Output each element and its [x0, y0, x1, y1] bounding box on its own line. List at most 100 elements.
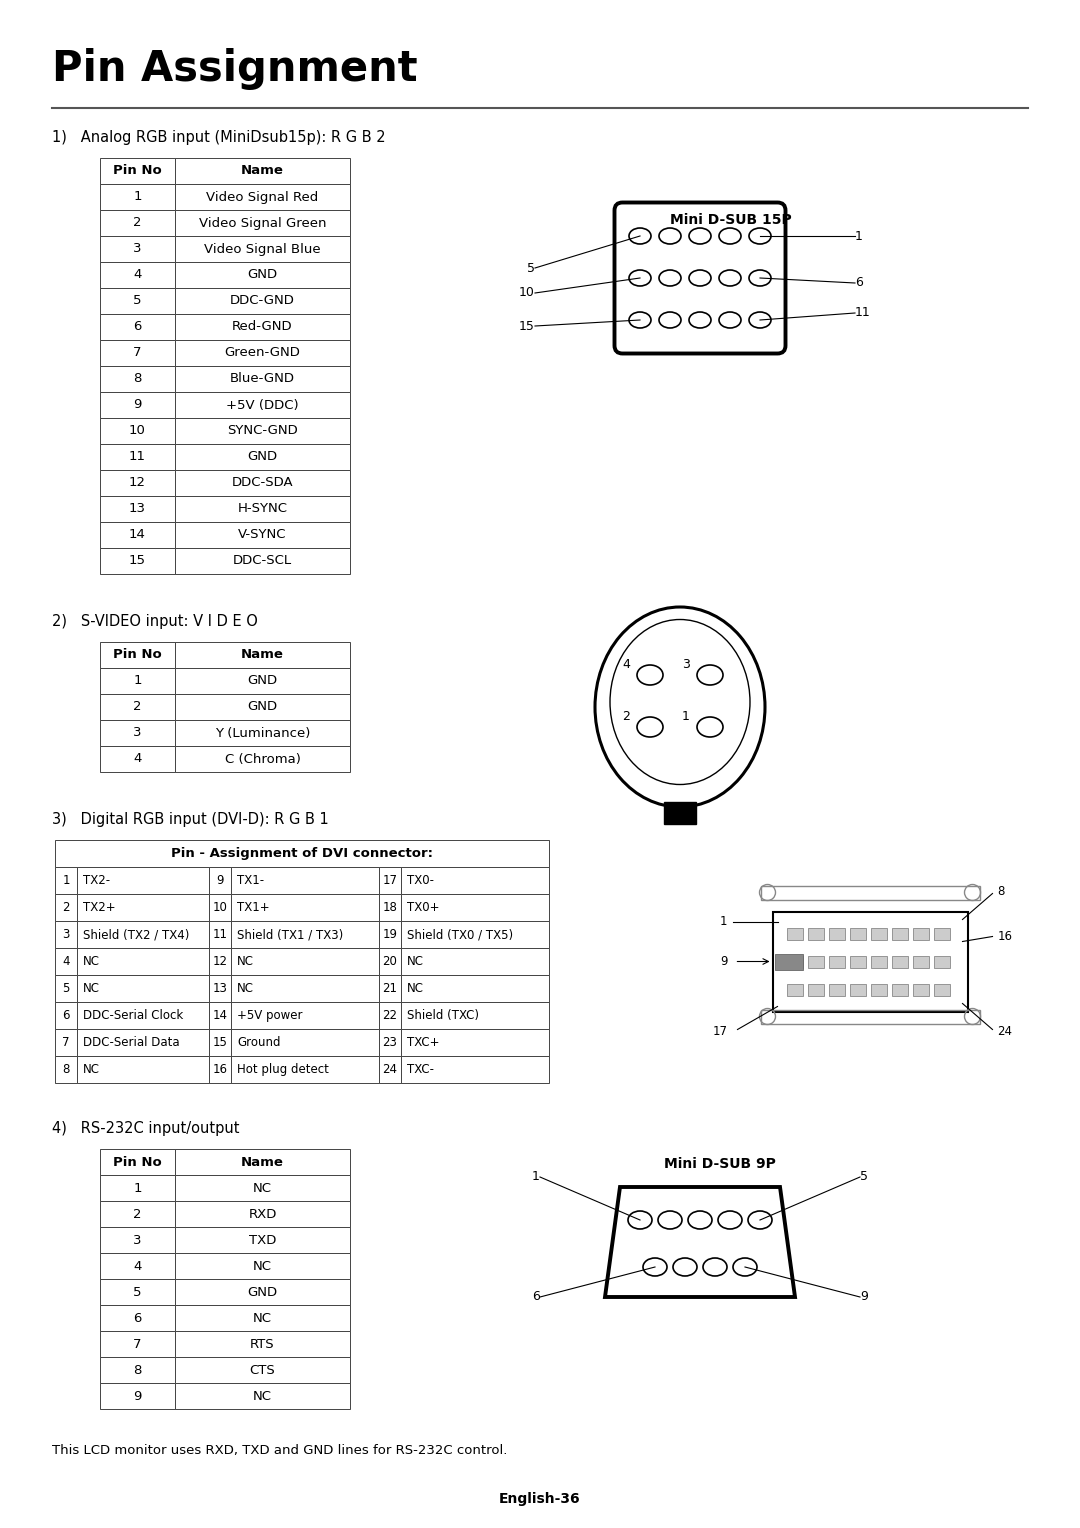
Text: 8: 8: [133, 373, 141, 385]
Bar: [55, 894, 77, 921]
Text: 13: 13: [129, 503, 146, 515]
Bar: [100, 419, 175, 445]
Bar: [808, 984, 824, 996]
Bar: [100, 746, 175, 772]
Bar: [175, 497, 350, 523]
Text: 2: 2: [133, 1207, 141, 1221]
Bar: [175, 393, 350, 419]
Text: 15: 15: [519, 319, 535, 333]
Bar: [100, 313, 175, 341]
Bar: [934, 927, 950, 940]
Text: V-SYNC: V-SYNC: [239, 529, 287, 541]
Text: Blue-GND: Blue-GND: [230, 373, 295, 385]
Bar: [892, 984, 908, 996]
Text: 17: 17: [382, 874, 397, 886]
Text: Mini D-SUB 15P: Mini D-SUB 15P: [670, 212, 792, 228]
Bar: [175, 1357, 350, 1383]
Text: 7: 7: [133, 1337, 141, 1351]
Text: 23: 23: [382, 1036, 397, 1050]
Text: NC: NC: [83, 1063, 100, 1076]
Text: NC: NC: [253, 1389, 272, 1403]
Bar: [100, 642, 175, 668]
Text: 17: 17: [713, 1025, 728, 1038]
Bar: [175, 549, 350, 575]
Text: 5: 5: [133, 1285, 141, 1299]
Text: 16: 16: [998, 931, 1013, 943]
Bar: [100, 1149, 175, 1175]
Text: 8: 8: [998, 885, 1004, 898]
Text: DDC-SDA: DDC-SDA: [232, 477, 294, 489]
Bar: [175, 1227, 350, 1253]
Text: 12: 12: [213, 955, 228, 969]
Text: 16: 16: [213, 1063, 228, 1076]
Text: TX0+: TX0+: [407, 902, 440, 914]
Text: 4: 4: [63, 955, 70, 969]
Bar: [100, 1331, 175, 1357]
Bar: [231, 894, 379, 921]
Bar: [175, 419, 350, 445]
Text: 1: 1: [855, 229, 863, 243]
Bar: [210, 1028, 231, 1056]
Bar: [77, 1056, 210, 1083]
Text: Video Signal Blue: Video Signal Blue: [204, 243, 321, 255]
Text: GND: GND: [247, 1285, 278, 1299]
Bar: [100, 1357, 175, 1383]
Bar: [100, 445, 175, 471]
Bar: [231, 1056, 379, 1083]
Bar: [100, 209, 175, 235]
Text: Name: Name: [241, 648, 284, 662]
Text: 11: 11: [129, 451, 146, 463]
Text: H-SYNC: H-SYNC: [238, 503, 287, 515]
Text: 10: 10: [519, 287, 535, 299]
Bar: [55, 947, 77, 975]
Text: 4: 4: [133, 1259, 141, 1273]
Bar: [77, 894, 210, 921]
Bar: [175, 1279, 350, 1305]
Bar: [55, 1028, 77, 1056]
Bar: [210, 947, 231, 975]
Bar: [175, 1305, 350, 1331]
Text: TX0-: TX0-: [407, 874, 434, 886]
Text: NC: NC: [83, 955, 100, 969]
Text: 4: 4: [133, 752, 141, 766]
Text: 7: 7: [63, 1036, 70, 1050]
Text: 3: 3: [133, 243, 141, 255]
Bar: [379, 866, 401, 894]
Text: NC: NC: [237, 955, 254, 969]
Text: TX1-: TX1-: [237, 874, 265, 886]
Bar: [401, 1028, 549, 1056]
Bar: [100, 1279, 175, 1305]
Text: 8: 8: [133, 1363, 141, 1377]
Bar: [100, 1201, 175, 1227]
Text: 1: 1: [683, 711, 690, 723]
Text: TX2+: TX2+: [83, 902, 116, 914]
Bar: [100, 157, 175, 183]
Bar: [379, 975, 401, 1002]
Bar: [175, 720, 350, 746]
Bar: [401, 921, 549, 947]
Text: NC: NC: [253, 1259, 272, 1273]
Text: 1: 1: [532, 1170, 540, 1184]
Bar: [772, 912, 968, 1012]
Text: Pin No: Pin No: [113, 165, 162, 177]
Text: 24: 24: [382, 1063, 397, 1076]
Text: 8: 8: [63, 1063, 70, 1076]
Bar: [934, 955, 950, 967]
Text: DDC-SCL: DDC-SCL: [233, 555, 292, 567]
Bar: [100, 235, 175, 261]
Bar: [100, 668, 175, 694]
Text: 14: 14: [130, 529, 146, 541]
Bar: [401, 1056, 549, 1083]
Text: NC: NC: [407, 983, 424, 995]
Bar: [231, 1028, 379, 1056]
Bar: [401, 1002, 549, 1028]
Text: 4: 4: [133, 269, 141, 281]
Bar: [760, 886, 980, 900]
Bar: [210, 1002, 231, 1028]
Text: 22: 22: [382, 1008, 397, 1022]
Bar: [913, 927, 929, 940]
Bar: [175, 183, 350, 209]
Text: 11: 11: [855, 307, 870, 319]
Bar: [760, 1010, 980, 1024]
Bar: [401, 975, 549, 1002]
